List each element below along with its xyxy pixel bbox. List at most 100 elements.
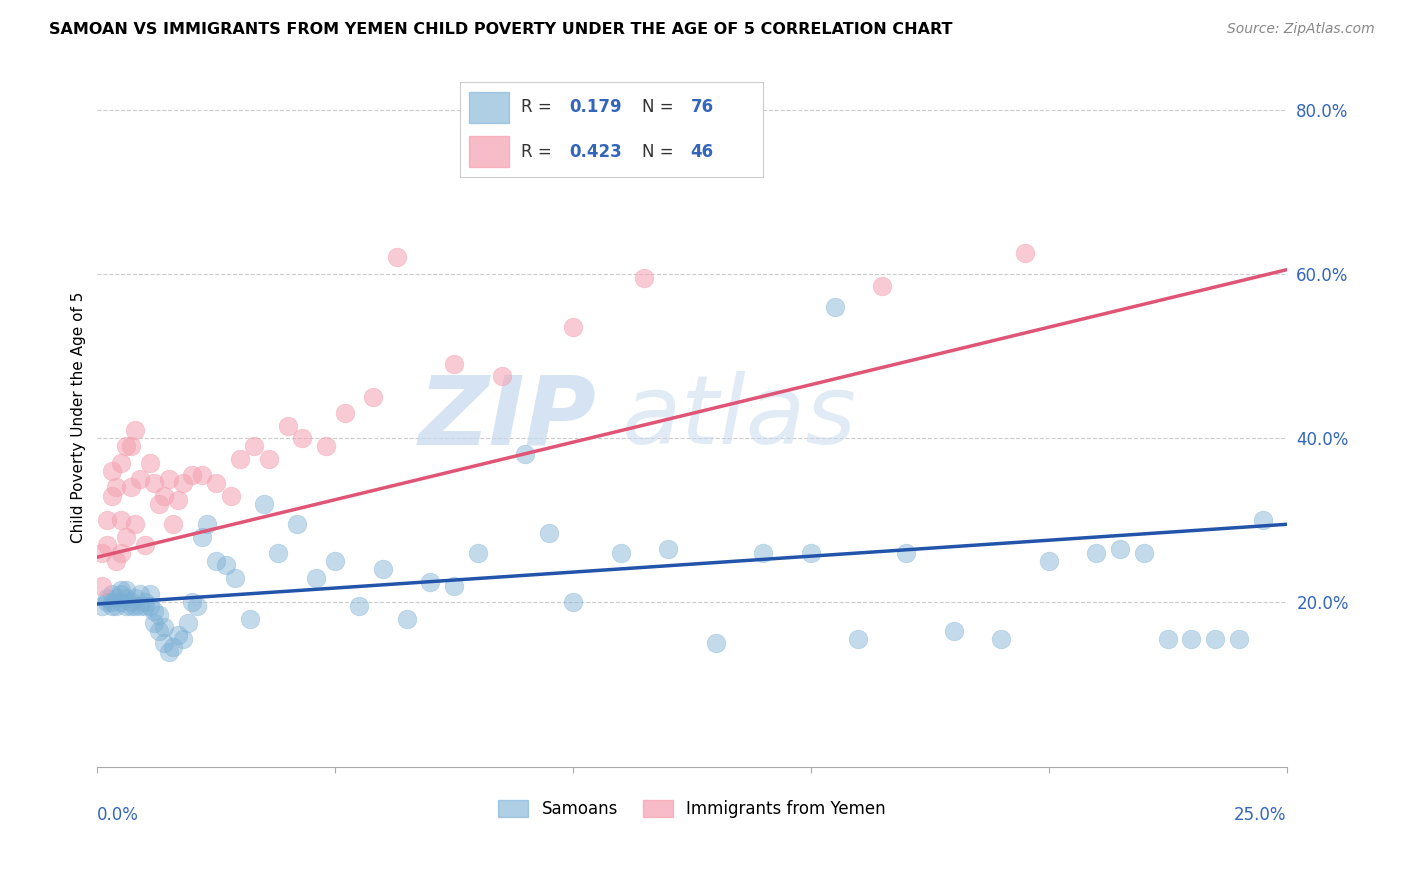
Text: SAMOAN VS IMMIGRANTS FROM YEMEN CHILD POVERTY UNDER THE AGE OF 5 CORRELATION CHA: SAMOAN VS IMMIGRANTS FROM YEMEN CHILD PO… [49,22,953,37]
Point [347,599,370,614]
Point [224,571,246,585]
Point [157,644,180,658]
Point [385,251,408,265]
Point [229,451,252,466]
Point [333,406,356,420]
Point [894,546,917,560]
Point [110,456,132,470]
Point [167,628,190,642]
Point [491,369,513,384]
Point [115,439,138,453]
Point [134,599,156,614]
Point [105,591,128,606]
Point [1109,541,1132,556]
Point [105,599,128,614]
Point [291,431,314,445]
Point [243,439,266,453]
Point [115,599,138,614]
Point [157,472,180,486]
Point [148,624,170,638]
Point [181,468,204,483]
Point [110,513,132,527]
Point [143,603,166,617]
Point [129,472,152,486]
Point [315,439,337,453]
Point [704,636,727,650]
Point [633,271,655,285]
Point [824,300,846,314]
Point [562,320,585,334]
Point [195,517,218,532]
Text: atlas: atlas [620,371,856,464]
Point [172,632,194,647]
Point [153,620,176,634]
Point [443,579,465,593]
Point [1014,246,1036,260]
Point [177,615,200,630]
Point [134,538,156,552]
Point [205,554,228,568]
Legend: Samoans, Immigrants from Yemen: Samoans, Immigrants from Yemen [492,793,893,824]
Point [120,439,142,453]
Point [148,607,170,622]
Point [443,357,465,371]
Point [110,582,132,597]
Point [120,599,142,614]
Point [257,451,280,466]
Point [124,517,146,532]
Point [1251,513,1274,527]
Point [100,489,122,503]
Point [134,595,156,609]
Point [800,546,823,560]
Point [138,456,160,470]
Point [153,636,176,650]
Point [205,476,228,491]
Point [162,640,184,655]
Point [267,546,290,560]
Point [96,538,118,552]
Point [162,517,184,532]
Point [105,480,128,494]
Y-axis label: Child Poverty Under the Age of 5: Child Poverty Under the Age of 5 [72,292,86,543]
Point [181,595,204,609]
Point [215,558,238,573]
Text: 25.0%: 25.0% [1234,806,1286,824]
Point [138,599,160,614]
Point [100,595,122,609]
Text: Source: ZipAtlas.com: Source: ZipAtlas.com [1227,22,1375,37]
Point [1038,554,1060,568]
Point [219,489,242,503]
Point [143,476,166,491]
Point [305,571,328,585]
Point [848,632,870,647]
Point [395,612,418,626]
Point [91,546,114,560]
Point [129,587,152,601]
Point [752,546,775,560]
Point [323,554,346,568]
Point [115,591,138,606]
Point [110,595,132,609]
Point [253,497,276,511]
Point [1227,632,1250,647]
Point [91,599,114,614]
Point [562,595,585,609]
Point [100,587,122,601]
Point [285,517,308,532]
Point [1133,546,1156,560]
Point [148,497,170,511]
Point [100,464,122,478]
Point [105,554,128,568]
Point [96,591,118,606]
Text: 0.0%: 0.0% [97,806,139,824]
Point [1085,546,1108,560]
Point [115,530,138,544]
Point [239,612,262,626]
Point [515,448,537,462]
Point [1180,632,1202,647]
Point [115,582,138,597]
Point [167,492,190,507]
Point [657,541,679,556]
Point [1156,632,1178,647]
Point [96,513,118,527]
